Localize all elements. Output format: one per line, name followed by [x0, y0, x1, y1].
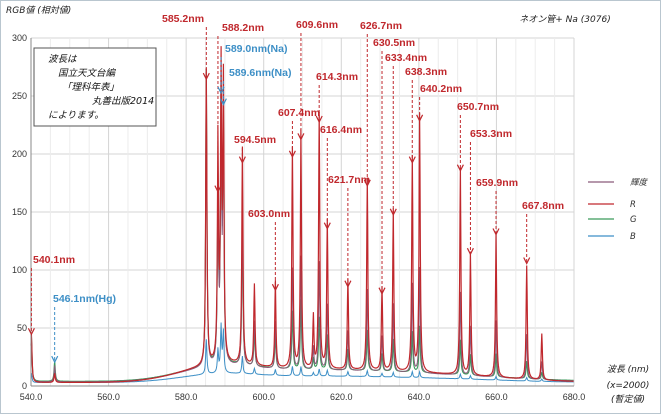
peak-arrow-head [51, 355, 59, 364]
peak-label: 589.0nm(Na) [225, 43, 287, 55]
peak-label: 588.2nm [222, 22, 264, 34]
x-tick-label: 540.0 [20, 392, 43, 402]
series-layer [30, 46, 574, 383]
peak-arrow-head [492, 228, 500, 236]
peak-label: 659.9nm [476, 177, 518, 189]
peak-arrow-head [288, 150, 296, 159]
x-tick-label: 580.0 [175, 392, 198, 402]
tick-labels: 0 50 100 150 200 250 300 540.0 560.0 580.0 600.0 62… [12, 33, 585, 402]
peak-label: 630.5nm [373, 37, 415, 49]
y-axis-title: RGB値 (相対値) [6, 5, 71, 16]
peak-arrow-head [214, 185, 222, 193]
x-tick-label: 560.0 [97, 392, 120, 402]
legend: 輝度 RGB [588, 177, 649, 242]
y-tick-label: 100 [12, 265, 27, 275]
y-tick-label: 150 [12, 207, 27, 217]
note-line: 「理科年表」 [62, 81, 119, 93]
peak-label: 614.3nm [316, 71, 358, 83]
peak-label: 626.7nm [360, 20, 402, 32]
peak-label: 594.5nm [234, 134, 276, 146]
peak-label: 667.8nm [522, 200, 564, 212]
y-tick-label: 50 [17, 323, 27, 333]
peak-arrow-head [202, 72, 210, 81]
peak-arrow-head [456, 164, 464, 173]
peak-arrow-head [297, 133, 305, 141]
x-tick-label: 640.0 [408, 392, 431, 402]
peak-arrow-head [389, 208, 397, 217]
peak-arrow-head [315, 115, 323, 124]
note-line: によります。 [48, 110, 104, 121]
peak-label: 546.1nm(Hg) [53, 293, 116, 305]
peak-label: 540.1nm [33, 254, 75, 266]
peak-arrow-head [378, 287, 386, 296]
legend-label: G [630, 215, 637, 225]
peak-arrow-head [323, 222, 331, 231]
peak-label: 609.6nm [296, 19, 338, 31]
y-tick-label: 200 [12, 149, 27, 159]
peak-label: 653.3nm [470, 128, 512, 140]
note-box-frame [33, 47, 157, 127]
x-tick-label: 600.0 [252, 392, 275, 402]
series-R-line [30, 46, 574, 383]
peak-arrow-head [416, 114, 424, 123]
peak-arrow-head [363, 179, 371, 188]
y-tick-label: 250 [12, 91, 27, 101]
peak-arrow-head [523, 257, 531, 265]
peak-label: 585.2nm [162, 13, 204, 25]
peak-arrow-head [408, 156, 416, 164]
peak-label: 607.4nm [278, 107, 320, 119]
peak-label: 589.6nm(Na) [229, 67, 291, 79]
x-tick-label: 660.0 [485, 392, 508, 402]
x-tick-label: 680.0 [563, 392, 586, 402]
x-axis-title-line3: (暫定値) [611, 394, 645, 405]
y-tick-label: 300 [12, 33, 27, 43]
peak-label: 640.2nm [420, 83, 462, 95]
peak-label: 603.0nm [248, 208, 290, 220]
peak-label: 633.4nm [385, 52, 427, 64]
note-line: 丸善出版2014 [92, 96, 154, 107]
legend-label: B [630, 232, 636, 242]
peak-label: 638.3nm [405, 66, 447, 78]
peak-arrow-head [466, 247, 474, 256]
peak-arrow-head [344, 280, 352, 289]
legend-label: R [630, 200, 636, 210]
annotations: 540.1nm 546.1nm(Hg) 585.2nm 588.2nm 589.0nm(… [27, 13, 564, 364]
chart-title: ネオン管+ Na (3076) [519, 14, 610, 25]
legend-label: 輝度 [630, 177, 649, 188]
peak-arrow-head [219, 98, 227, 106]
x-tick-label: 620.0 [330, 392, 353, 402]
peak-arrow-head [27, 328, 35, 336]
peak-label: 621.7nm [328, 174, 370, 186]
y-tick-label: 0 [22, 381, 27, 391]
note-line: 波長は [48, 54, 78, 65]
peak-label: 650.7nm [457, 101, 499, 113]
note-line: 国立天文台編 [58, 67, 117, 79]
peak-arrow-head [271, 283, 279, 292]
peak-label: 616.4nm [320, 124, 362, 136]
x-axis-title-line1: 波長 (nm) [607, 364, 649, 375]
x-axis-title-line2: (x=2000) [607, 381, 650, 391]
peak-arrow-head [238, 156, 246, 164]
